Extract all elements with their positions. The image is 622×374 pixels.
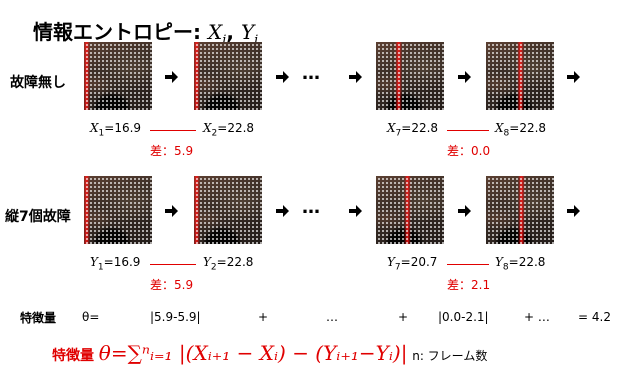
title-text: 情報エントロピー xyxy=(33,20,193,44)
diff-label: 差：5.9 xyxy=(150,144,194,158)
frame-x8 xyxy=(486,42,554,110)
ellipsis: … xyxy=(302,63,321,84)
arrow-right-icon xyxy=(458,205,471,217)
connector-line xyxy=(150,264,196,265)
connector-line xyxy=(447,264,489,265)
title-var-x: Xi xyxy=(207,20,227,48)
connector-line xyxy=(150,130,196,131)
feature-theta: θ= xyxy=(82,310,100,324)
formula-expression: θ=∑ⁿᵢ₌₁ |(Xᵢ₊₁ − Xᵢ) − (Yᵢ₊₁−Yᵢ)| xyxy=(98,341,408,365)
arrow-right-icon xyxy=(165,71,178,83)
arrow-right-icon xyxy=(349,71,362,83)
feature-result: = 4.2 xyxy=(578,310,611,324)
arrow-right-icon xyxy=(349,205,362,217)
frame-x7 xyxy=(376,42,444,110)
arrow-right-icon xyxy=(276,71,289,83)
feature-plus: + xyxy=(398,310,409,324)
arrow-right-icon xyxy=(567,71,580,83)
title-colon: : xyxy=(193,20,201,44)
page-title: 情報エントロピー: Xi, Yi xyxy=(33,16,258,48)
arrow-right-icon xyxy=(276,205,289,217)
value-x7: X7=22.8 xyxy=(387,121,439,139)
formula-label: 特徴量 xyxy=(52,348,94,364)
value-x8: X8=22.8 xyxy=(495,121,547,139)
feature-term-2: |0.0-2.1| xyxy=(438,310,489,324)
diff-label: 差：0.0 xyxy=(447,144,491,158)
value-x1: X1=16.9 xyxy=(90,121,142,139)
arrow-right-icon xyxy=(567,205,580,217)
value-y2: Y2=22.8 xyxy=(203,255,254,273)
feature-formula: 特徴量 θ=∑ⁿᵢ₌₁ |(Xᵢ₊₁ − Xᵢ) − (Yᵢ₊₁−Yᵢ)| n:… xyxy=(52,341,487,365)
diff-label: 差：2.1 xyxy=(447,278,491,292)
row-label-fault: 縦7個故障 xyxy=(5,209,71,225)
frame-y8 xyxy=(486,176,554,244)
frame-y7 xyxy=(376,176,444,244)
value-x2: X2=22.8 xyxy=(203,121,255,139)
frame-y2 xyxy=(194,176,262,244)
value-y8: Y8=22.8 xyxy=(495,255,546,273)
feature-term-1: |5.9-5.9| xyxy=(150,310,201,324)
formula-note: n: フレーム数 xyxy=(412,349,488,363)
feature-ellipsis: … xyxy=(326,310,338,324)
arrow-right-icon xyxy=(165,205,178,217)
frame-y1 xyxy=(84,176,152,244)
title-comma: , xyxy=(226,20,234,44)
feature-tail: + … xyxy=(524,310,550,324)
feature-label: 特徴量 xyxy=(20,311,57,325)
row-label-normal: 故障無し xyxy=(10,75,66,91)
ellipsis: … xyxy=(302,197,321,218)
arrow-right-icon xyxy=(458,71,471,83)
frame-x1 xyxy=(84,42,152,110)
connector-line xyxy=(447,130,489,131)
title-var-y: Yi xyxy=(240,20,259,48)
frame-x2 xyxy=(194,42,262,110)
value-y7: Y7=20.7 xyxy=(387,255,438,273)
diff-label: 差：5.9 xyxy=(150,278,194,292)
feature-plus: + xyxy=(258,310,269,324)
value-y1: Y1=16.9 xyxy=(90,255,141,273)
